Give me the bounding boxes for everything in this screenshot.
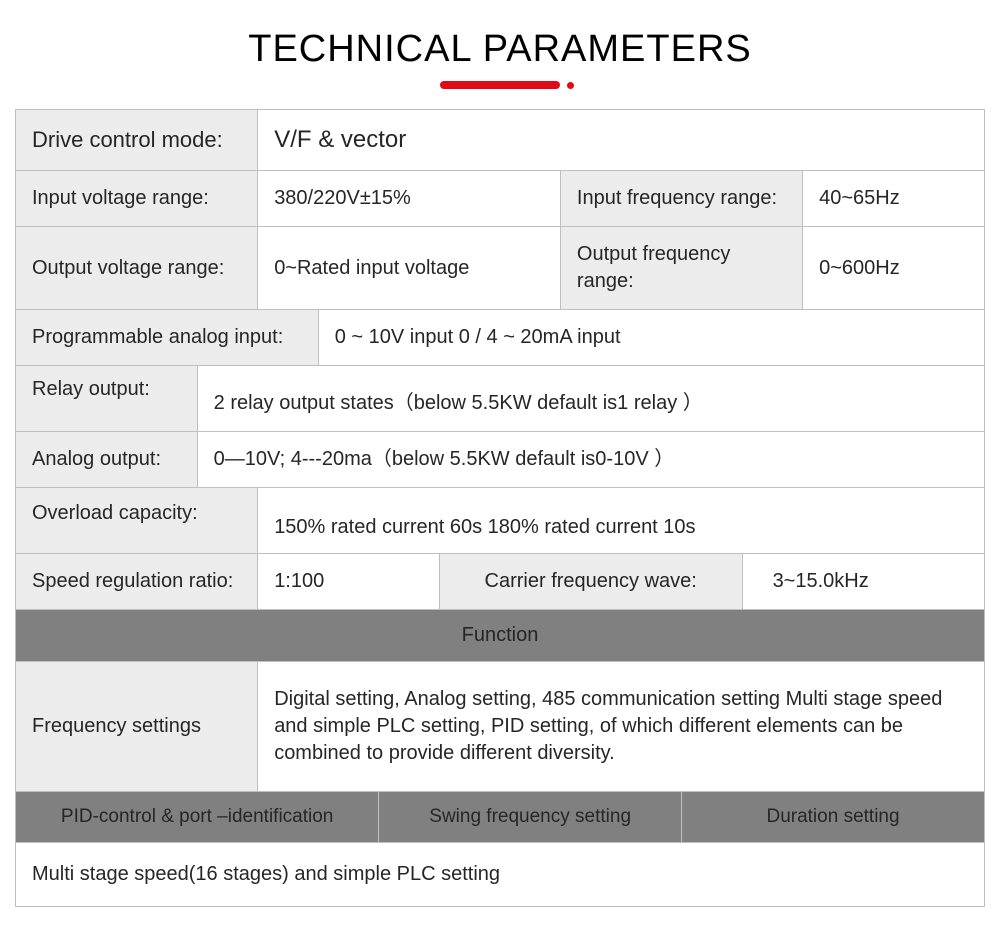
table-row: Frequency settings Digital setting, Anal… (16, 662, 985, 792)
label-speed-ratio: Speed regulation ratio: (16, 554, 258, 610)
label-relay-output: Relay output: (16, 366, 198, 432)
table-row: Output voltage range: 0~Rated input volt… (16, 227, 985, 310)
function-header: Function (16, 610, 985, 662)
label-analog-output: Analog output: (16, 432, 198, 488)
table-row: Function (16, 610, 985, 662)
label-output-voltage: Output voltage range: (16, 227, 258, 310)
value-input-frequency: 40~65Hz (803, 171, 985, 227)
value-output-voltage: 0~Rated input voltage (258, 227, 561, 310)
header-pid-control: PID-control & port –identification (16, 792, 379, 843)
table-row: Speed regulation ratio: 1:100 Carrier fr… (16, 554, 985, 610)
label-input-frequency: Input frequency range: (560, 171, 802, 227)
table-row: Programmable analog input: 0 ~ 10V input… (16, 310, 985, 366)
value-input-voltage: 380/220V±15% (258, 171, 561, 227)
value-drive-control-mode: V/F & vector (258, 110, 985, 171)
label-frequency-settings: Frequency settings (16, 662, 258, 792)
value-output-frequency: 0~600Hz (803, 227, 985, 310)
label-overload: Overload capacity: (16, 488, 258, 554)
label-drive-control-mode: Drive control mode: (16, 110, 258, 171)
spec-table: Drive control mode: V/F & vector Input v… (15, 109, 985, 907)
value-speed-ratio: 1:100 (258, 554, 440, 610)
table-row: Relay output: 2 relay output states（belo… (16, 366, 985, 432)
page-title: TECHNICAL PARAMETERS (0, 28, 1000, 71)
value-multistage-speed: Multi stage speed(16 stages) and simple … (16, 843, 985, 907)
label-input-voltage: Input voltage range: (16, 171, 258, 227)
value-frequency-settings: Digital setting, Analog setting, 485 com… (258, 662, 985, 792)
value-analog-output: 0—10V; 4---20ma（below 5.5KW default is0-… (197, 432, 984, 488)
label-output-frequency: Output frequency range: (560, 227, 802, 310)
table-row: Input voltage range: 380/220V±15% Input … (16, 171, 985, 227)
header-swing-frequency: Swing frequency setting (379, 792, 682, 843)
table-row: Analog output: 0—10V; 4---20ma（below 5.5… (16, 432, 985, 488)
title-underline (440, 81, 560, 89)
table-row: Overload capacity: 150% rated current 60… (16, 488, 985, 554)
value-carrier-freq: 3~15.0kHz (742, 554, 984, 610)
value-relay-output: 2 relay output states（below 5.5KW defaul… (197, 366, 984, 432)
table-row: Multi stage speed(16 stages) and simple … (16, 843, 985, 907)
header-duration-setting: Duration setting (682, 792, 985, 843)
table-row: Drive control mode: V/F & vector (16, 110, 985, 171)
value-overload: 150% rated current 60s 180% rated curren… (258, 488, 985, 554)
label-carrier-freq: Carrier frequency wave: (439, 554, 742, 610)
label-prog-analog-input: Programmable analog input: (16, 310, 319, 366)
value-prog-analog-input: 0 ~ 10V input 0 / 4 ~ 20mA input (318, 310, 984, 366)
table-row: PID-control & port –identification Swing… (16, 792, 985, 843)
